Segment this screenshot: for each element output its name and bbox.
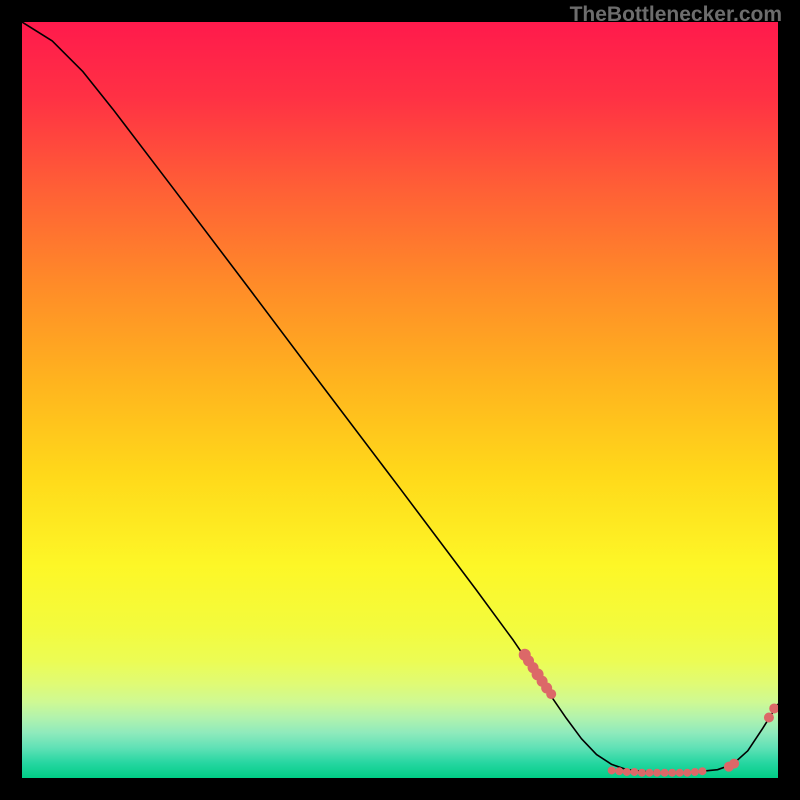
chart-marker (608, 766, 616, 774)
chart-marker (638, 769, 646, 777)
chart-line (22, 22, 778, 773)
chart-marker (653, 769, 661, 777)
chart-marker (683, 769, 691, 777)
chart-marker (668, 769, 676, 777)
chart-svg (22, 22, 778, 778)
chart-marker (546, 689, 556, 699)
chart-canvas: TheBottlenecker.com (0, 0, 800, 800)
chart-marker (645, 769, 653, 777)
chart-marker (691, 768, 699, 776)
chart-marker (769, 703, 778, 713)
chart-marker (630, 768, 638, 776)
chart-marker (661, 769, 669, 777)
plot-area (22, 22, 778, 778)
chart-marker (729, 759, 739, 769)
chart-marker (764, 713, 774, 723)
watermark: TheBottlenecker.com (570, 3, 782, 27)
chart-marker (676, 769, 684, 777)
chart-marker (623, 768, 631, 776)
chart-marker (698, 767, 706, 775)
chart-marker (615, 767, 623, 775)
